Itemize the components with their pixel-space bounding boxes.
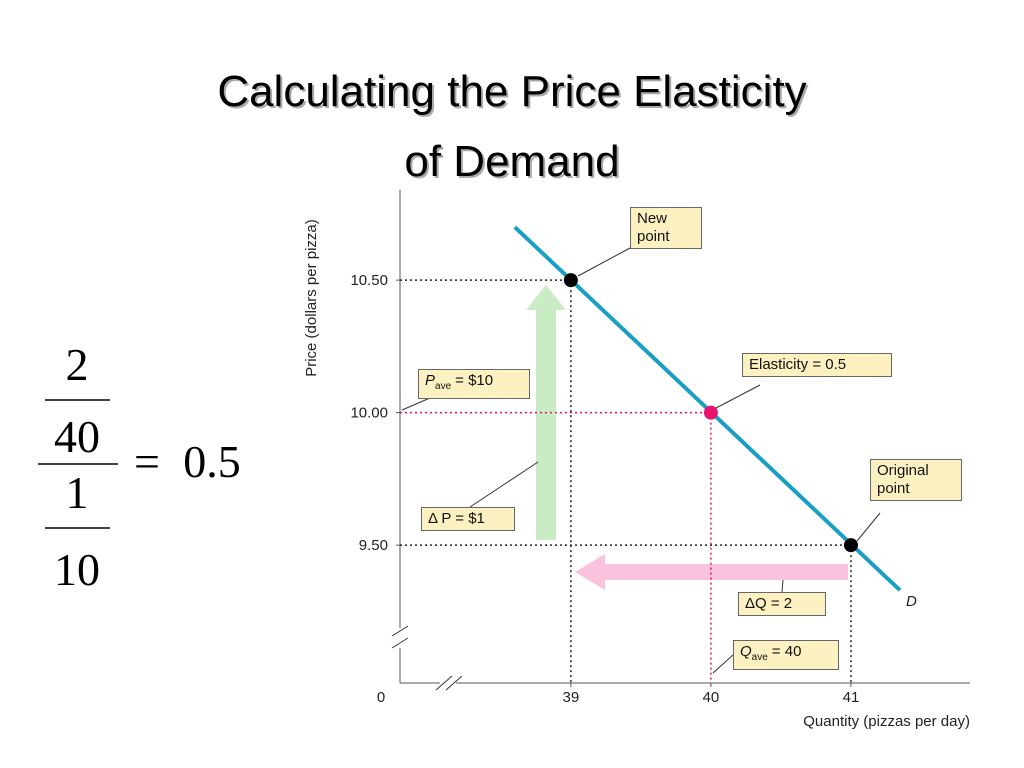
axis-break [435, 675, 453, 691]
leader-line [469, 461, 539, 508]
callout: New point [630, 207, 702, 249]
point [703, 405, 718, 420]
callout-text: = 40 [771, 643, 802, 660]
callout-text: ave [435, 381, 452, 392]
axis-break-gap [440, 677, 456, 689]
leader-line [401, 397, 431, 411]
callout-text: Q [740, 643, 752, 660]
callout: Δ P = $1 [421, 507, 515, 531]
formula-number: 1 [66, 467, 89, 518]
formula: 2 40 1 10 = 0.5 [38, 339, 241, 595]
callout: Qave = 40 [733, 640, 839, 670]
callout: ΔQ = 2 [738, 592, 826, 616]
axis-break [391, 637, 409, 649]
callout: Pave = $10 [418, 369, 530, 399]
callout: Elasticity = 0.5 [742, 353, 892, 377]
leader-line [715, 384, 761, 409]
axis-break [391, 625, 409, 637]
leader-line [856, 512, 881, 542]
delta-q-arrow [575, 554, 848, 590]
title-line: of Demand [404, 137, 619, 186]
callout: Original point [870, 459, 962, 501]
callout-text: ave [751, 652, 768, 663]
formula-result: 0.5 [183, 436, 241, 487]
callout-text: P [425, 372, 436, 389]
axis-break [445, 675, 463, 691]
formula-number: 2 [66, 339, 89, 390]
point [843, 538, 858, 553]
y-tick-label: 10.50 [350, 272, 388, 289]
x-tick-label: 41 [843, 689, 860, 706]
y-tick-label: 9.50 [359, 537, 388, 554]
x-tick-label: 40 [703, 689, 720, 706]
x-axis-label: Quantity (pizzas per day) [803, 713, 970, 730]
origin-label: 0 [377, 689, 385, 706]
title-line: Calculating the Price Elasticity [217, 67, 806, 116]
leader-line [781, 579, 784, 593]
x-tick-label: 39 [563, 689, 580, 706]
callout-text: = $10 [455, 372, 494, 389]
point [563, 273, 578, 288]
formula-number: 40 [54, 411, 100, 462]
leader-line [577, 247, 631, 277]
chart: 0 Quantity (pizzas per day) Price (dolla… [303, 190, 970, 730]
y-tick-label: 10.00 [350, 405, 388, 422]
leader-line [712, 654, 734, 674]
formula-operator: = [134, 436, 160, 487]
series-label: D [906, 593, 917, 610]
formula-number: 10 [54, 544, 100, 595]
y-axis-label: Price (dollars per pizza) [303, 219, 320, 377]
